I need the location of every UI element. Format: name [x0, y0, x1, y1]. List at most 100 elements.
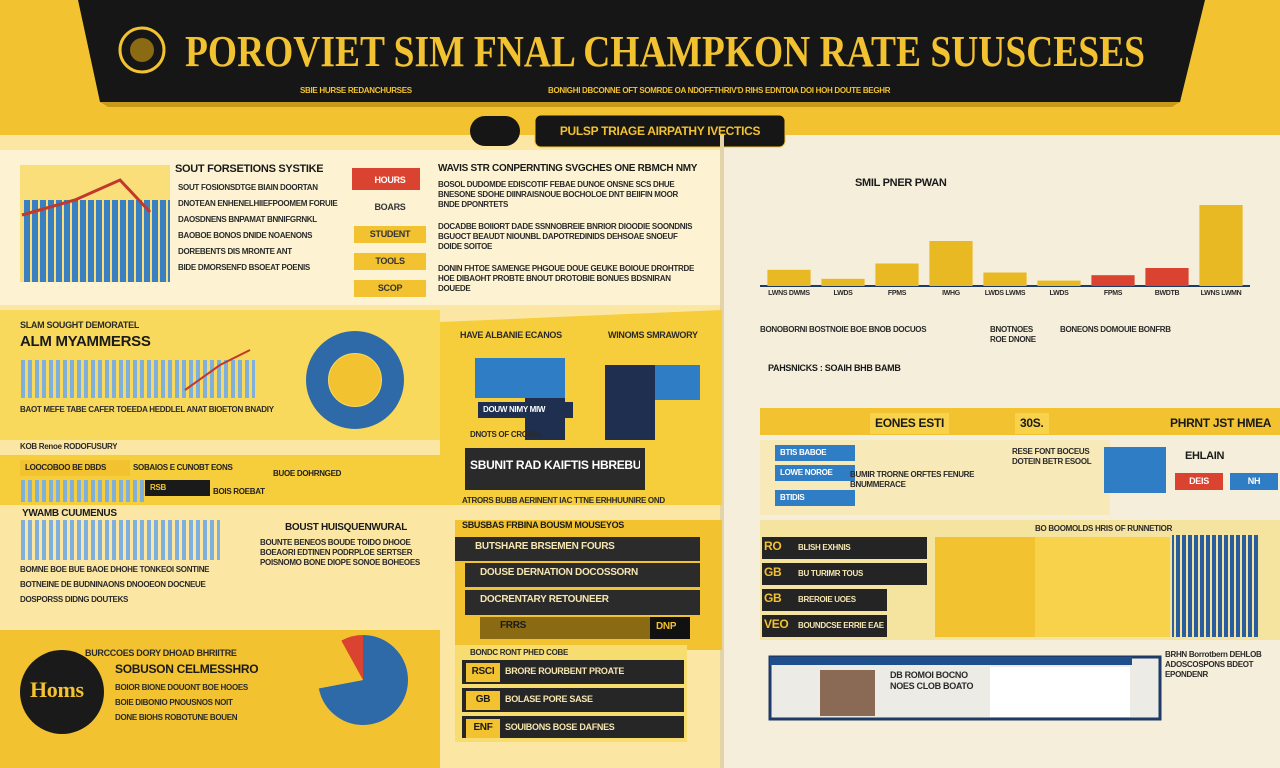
label: BURCCOES DORY DHOAD BHRIITRE: [85, 648, 237, 658]
label: GB: [764, 591, 782, 605]
label: SOUT FOSIONSDTGE BIAIN DOORTAN: [178, 183, 318, 192]
bar: [929, 241, 973, 286]
label: BONIGHI DBCONNE OFT SOMRDE OA NDOFFTHRIV…: [548, 86, 891, 95]
x-tick-label: LWDS LWMS: [984, 290, 1026, 297]
paragraph: BAOT MEFE TABE CAFER TOEEDA HEDDLEL ANAT…: [20, 405, 274, 414]
label: BOMNE BOE BUE BAOE DHOHE TONKEOI SONTINE: [20, 565, 210, 574]
label: SBIE HURSE REDANCHURSES: [300, 86, 412, 95]
label: EHLAIN: [1185, 450, 1225, 462]
donut-core: [329, 354, 381, 406]
pie-slice: [341, 635, 363, 680]
label: PAHSNICKS : SOAIH BHB BAMB: [768, 363, 901, 373]
band-item: EONES ESTI: [870, 413, 950, 434]
tag: BOARS: [354, 199, 426, 217]
bar: [767, 269, 811, 286]
paragraph: BOUNTE BENEOS BOUDE TOIDO DHOOE BOEAORI …: [260, 538, 420, 567]
feature-box: [990, 667, 1130, 717]
row-badge: [650, 617, 690, 639]
table-row: [762, 615, 887, 637]
tag: SCOP: [354, 280, 426, 298]
label: BO BOOMOLDS HRIS OF RUNNETIOR: [1035, 524, 1173, 533]
chip: BTIDIS: [775, 490, 855, 506]
chip: BTIS BABOE: [775, 445, 855, 461]
bar: [875, 263, 919, 286]
label: SBUSBAS FRBINA BOUSM MOUSEYOS: [462, 520, 624, 530]
label: VEO: [764, 617, 789, 631]
focus-deco: [20, 360, 255, 398]
tag: TOOLS: [354, 253, 426, 271]
paragraph: DONIN FHTOE SAMENGE PHGOUE DOUE GEUKE BO…: [438, 264, 694, 293]
chart-deco-bars: [22, 200, 170, 282]
pill-dot: [470, 116, 520, 146]
label: BOIOR BIONE DOUONT BOE HOOES: [115, 683, 248, 692]
table-col: [935, 537, 1035, 637]
code: GB: [466, 691, 500, 710]
label: BRORE ROURBENT PROATE: [505, 666, 625, 676]
label: BONDC RONT PHED COBE: [470, 648, 569, 657]
feature-image: [820, 670, 875, 716]
label: BOLASE PORE SASE: [505, 694, 593, 704]
x-tick-label: FPMS: [887, 290, 907, 297]
label: DAOSDNENS BNPAMAT BNNIFGRNKL: [178, 215, 317, 224]
label: RO: [764, 539, 782, 553]
label: SLAM SOUGHT DEMORATEL: [20, 320, 140, 330]
chip: BOIS ROEBAT: [213, 487, 265, 496]
bar: [1091, 275, 1135, 286]
paragraph: DOCADBE BOIIORT DADE SSNNOBREIE BNRIOR D…: [438, 222, 693, 251]
logo: [20, 650, 104, 734]
emblem: [118, 26, 166, 74]
banner: [465, 448, 645, 490]
label: ATRORS BUBB AERINENT IAC TTNE ERHHUUNIRE…: [462, 496, 665, 505]
emblem-core: [130, 38, 154, 62]
button: NH: [1230, 473, 1278, 491]
table-col: [1035, 537, 1170, 637]
paragraph: BNOTNOES ROE DNONE: [990, 325, 1036, 344]
band-item: PHRNT JST HMEA: [1170, 416, 1272, 430]
label: DOUW NIMY MIW: [478, 402, 573, 418]
tag: STUDENT: [354, 226, 426, 244]
paragraph: BONEONS DOMOUIE BONFRB: [1060, 325, 1171, 334]
x-tick-label: LWNS LWMN: [1200, 290, 1242, 297]
tag-box: [352, 168, 420, 190]
logo-text: Homs: [30, 677, 84, 702]
label: SOBUSON CELMESSHRO: [115, 662, 259, 676]
row-bar: [465, 590, 700, 615]
paragraph: RESE FONT BOCEUS DOTEIN BETR ESOOL: [1012, 447, 1092, 466]
donut: [306, 331, 404, 429]
x-tick-label: BWDTB: [1154, 290, 1180, 297]
paragraph: BOSOL DUDOMDE EDISCOTIF FEBAE DUNOE ONSN…: [438, 180, 678, 209]
label: BLISH EXHNIS: [798, 543, 851, 552]
label: BU TURIMR TOUS: [798, 569, 863, 578]
label: DNOTS OF CRONAI: [470, 430, 541, 439]
chip: SOBAIOS E CUNOBT EONS: [133, 463, 233, 472]
label: BAOBOE BONOS DNIDE NOAENONS: [178, 231, 313, 240]
label: DONE BIOHS ROBOTUNE BOUEN: [115, 713, 238, 722]
chip: RSB: [145, 480, 210, 496]
chip: BUOE DOHRNGED: [273, 469, 342, 478]
pie-slice: [318, 640, 363, 689]
label: DNP: [656, 621, 677, 632]
label: DOREBENTS DIS MRONTE ANT: [178, 247, 292, 256]
table-row: [762, 589, 887, 611]
code: ENF: [466, 719, 500, 738]
market-box: [605, 365, 655, 440]
label: BOIE DIBONIO PNOUSNOS NOIT: [115, 698, 233, 707]
paragraph: BRHN Borrotbern DEHLOB ADOSCOSPONS BDEOT…: [1165, 650, 1262, 679]
header-edge: [100, 102, 1180, 107]
label: DOCRENTARY RETOUNEER: [480, 594, 609, 605]
chip: LOOCOBOO BE DBDS: [20, 460, 130, 476]
label: BOUST HUISQUENWURAL: [285, 522, 408, 533]
label: BOTNEINE DE BUDNINAONS DNOOEON DOCNEUE: [20, 580, 206, 589]
label: DOUSE DERNATION DOCOSSORN: [480, 567, 638, 578]
label: BOUNDCSE ERRIE EAE: [798, 621, 884, 630]
x-tick-label: LWDS: [833, 290, 853, 297]
band-item: 30S.: [1015, 413, 1049, 434]
header-banner: [78, 0, 1205, 102]
bar: [821, 278, 865, 286]
bar: [983, 272, 1027, 286]
label: GB: [764, 565, 782, 579]
label: SBUNIT RAD KAIFTIS HBREBUSSOL: [470, 458, 640, 472]
